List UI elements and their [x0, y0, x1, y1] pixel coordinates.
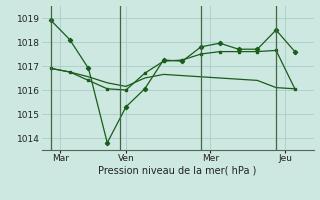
X-axis label: Pression niveau de la mer( hPa ): Pression niveau de la mer( hPa ): [99, 166, 257, 176]
